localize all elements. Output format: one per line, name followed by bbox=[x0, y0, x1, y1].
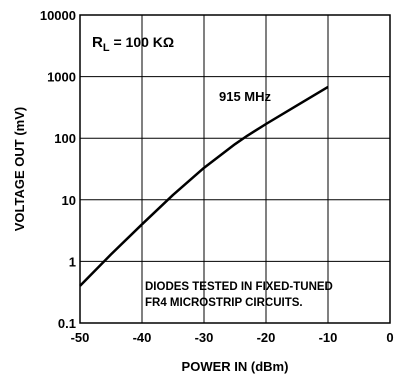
plot-frame bbox=[79, 14, 391, 324]
note-line-2: FR4 MICROSTRIP CIRCUITS. bbox=[145, 297, 303, 309]
note-line-1: DIODES TESTED IN FIXED-TUNED bbox=[145, 281, 333, 293]
y-tick-label: 10 bbox=[62, 193, 76, 208]
y-tick-label: 0.1 bbox=[58, 316, 76, 331]
grid bbox=[80, 15, 390, 323]
load-subscript: L bbox=[103, 42, 110, 54]
x-tick-label: 0 bbox=[386, 330, 393, 345]
x-tick-labels: -50 -40 -30 -20 -10 0 bbox=[71, 330, 394, 345]
y-tick-label: 10000 bbox=[40, 8, 76, 23]
y-tick-label: 100 bbox=[54, 131, 76, 146]
load-value: = 100 KΩ bbox=[110, 34, 175, 50]
x-tick-label: -50 bbox=[71, 330, 90, 345]
load-resistance-annotation: RL = 100 KΩ bbox=[92, 34, 174, 54]
y-axis-title: VOLTAGE OUT (mV) bbox=[12, 107, 27, 231]
x-tick-label: -30 bbox=[195, 330, 214, 345]
y-tick-label: 1 bbox=[69, 254, 76, 269]
x-tick-label: -20 bbox=[257, 330, 276, 345]
series-label-915mhz: 915 MHz bbox=[219, 89, 272, 104]
y-tick-labels: 0.1 1 10 100 1000 10000 bbox=[40, 8, 76, 331]
series-group bbox=[79, 85, 329, 287]
x-tick-label: -40 bbox=[133, 330, 152, 345]
x-tick-label: -10 bbox=[319, 330, 338, 345]
load-prefix: R bbox=[92, 34, 103, 51]
x-axis-title: POWER IN (dBm) bbox=[182, 359, 289, 374]
series-line bbox=[79, 85, 329, 287]
y-tick-label: 1000 bbox=[47, 70, 76, 85]
